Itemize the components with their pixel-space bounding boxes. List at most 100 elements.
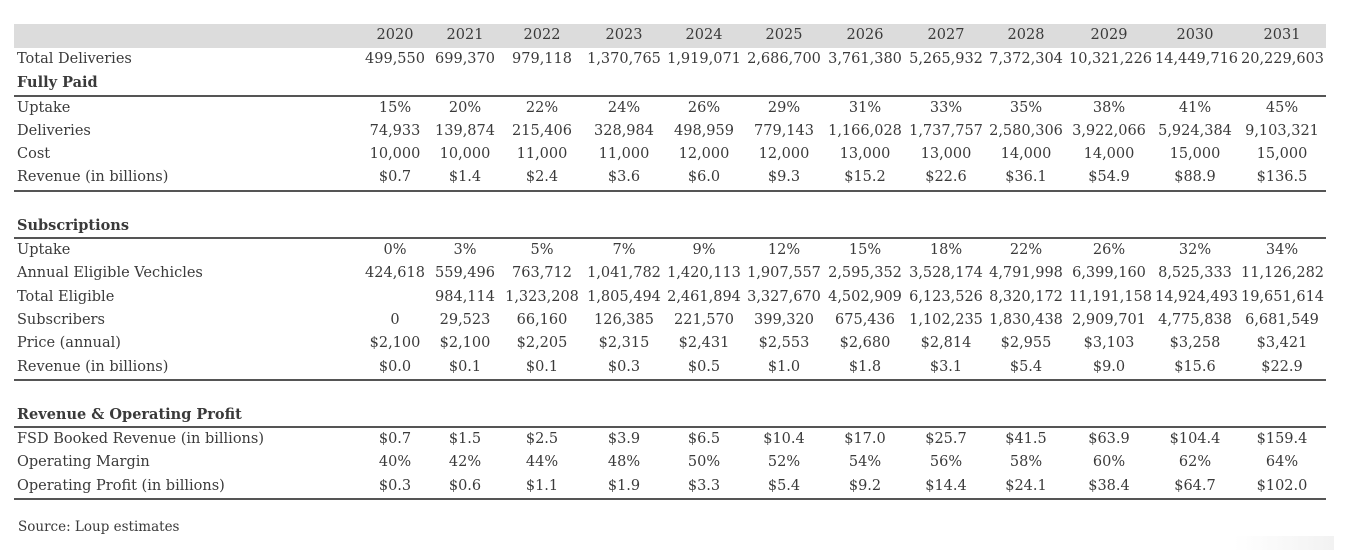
table-cell: 12,000	[678, 146, 730, 163]
table-cell: 32%	[1178, 242, 1212, 259]
table-cell: $2,100	[369, 335, 421, 352]
table-cell: $104.4	[1169, 431, 1221, 448]
row-label: Cost	[17, 146, 51, 163]
table-cell: $2.4	[500, 166, 584, 192]
table-cell: 2,595,352	[828, 265, 902, 282]
table-cell: $1.4	[430, 166, 500, 192]
table-cell	[500, 402, 584, 429]
table-row: Price (annual) $2,100 $2,100 $2,205 $2,315 $2…	[14, 332, 1326, 355]
table-cell	[430, 213, 500, 240]
table-cell: $6.0	[664, 166, 744, 192]
table-cell: 6,399,160	[1072, 265, 1146, 282]
table-cell: $2.5	[525, 431, 559, 448]
table-cell: $2,100	[439, 335, 491, 352]
table-cell	[664, 213, 744, 240]
table-cell: 9%	[692, 242, 716, 259]
table-cell: $24.1	[986, 474, 1066, 501]
table-cell: 0%	[383, 242, 407, 259]
row-label: Revenue (in billions)	[14, 355, 360, 381]
table-cell: $2,205	[516, 335, 568, 352]
table-cell: 62%	[1178, 454, 1212, 471]
table-cell	[500, 213, 584, 240]
section-spacer	[14, 380, 1326, 403]
table-cell: 10,321,226	[1069, 51, 1153, 67]
year-header: 2030	[1152, 24, 1238, 48]
table-cell: 35%	[1009, 99, 1043, 116]
row-label: Uptake	[17, 242, 71, 259]
section-spacer	[14, 191, 1326, 214]
table-cell: $10.4	[763, 431, 805, 448]
section-title: Fully Paid	[14, 71, 360, 97]
table-cell: $22.9	[1238, 355, 1326, 381]
section-title-row: Subscriptions	[14, 213, 1326, 240]
table-cell: $1.8	[824, 355, 906, 381]
table-cell: 4,502,909	[828, 288, 902, 305]
table-cell: 58%	[1009, 454, 1043, 471]
header-corner	[14, 24, 360, 48]
row-label: Operating Profit (in billions)	[14, 474, 360, 501]
table-cell: 6,123,526	[909, 288, 983, 305]
table-cell: 14,000	[1000, 146, 1052, 163]
table-cell: $2,955	[1000, 335, 1052, 352]
table-cell: 1,737,757	[909, 122, 983, 139]
table-cell: $9.2	[824, 474, 906, 501]
table-cell: 5%	[530, 242, 554, 259]
year-header: 2022	[500, 24, 584, 48]
year-header: 2029	[1066, 24, 1152, 48]
table-cell	[584, 213, 664, 240]
table-row: Revenue (in billions) $0.0 $0.1 $0.1 $0.3 $0.…	[14, 355, 1326, 381]
table-cell: $3.1	[906, 355, 986, 381]
table-cell: 74,933	[369, 122, 421, 139]
table-cell: 12%	[767, 242, 801, 259]
table-cell: 498,959	[674, 122, 734, 139]
table-cell: 2,580,306	[989, 122, 1063, 139]
table-cell	[824, 213, 906, 240]
table-cell: 26%	[687, 99, 721, 116]
table-cell: $0.0	[360, 355, 430, 381]
table-cell: $2,431	[678, 335, 730, 352]
table-cell	[824, 71, 906, 97]
table-cell	[664, 71, 744, 97]
table-cell: $0.3	[584, 355, 664, 381]
table-cell	[1152, 402, 1238, 429]
table-cell	[360, 213, 430, 240]
table-cell	[906, 71, 986, 97]
table-cell: 8,525,333	[1158, 265, 1232, 282]
table-cell: $2,814	[920, 335, 972, 352]
table-cell: $159.4	[1256, 431, 1308, 448]
table-cell: 22%	[1009, 242, 1043, 259]
year-header: 2026	[824, 24, 906, 48]
year-header: 2025	[744, 24, 824, 48]
table-cell	[664, 402, 744, 429]
table-cell: 399,320	[754, 311, 814, 328]
table-cell: 13,000	[920, 146, 972, 163]
table-cell: $14.4	[906, 474, 986, 501]
table-cell	[986, 213, 1066, 240]
table-cell: 15,000	[1256, 146, 1308, 163]
table-cell: 11,191,158	[1069, 288, 1153, 305]
section-title: Subscriptions	[14, 213, 360, 240]
table-cell: $3,103	[1083, 335, 1135, 352]
table-cell: 215,406	[512, 122, 572, 139]
table-cell	[1066, 213, 1152, 240]
table-cell: 13,000	[839, 146, 891, 163]
table-cell	[744, 213, 824, 240]
table-cell: 19,651,614	[1241, 288, 1325, 305]
table-cell: 66,160	[516, 311, 568, 328]
table-row: Uptake 0% 3% 5% 7% 9% 12% 15% 18% 22% 26% 32% 34%	[14, 238, 1326, 262]
table-cell: 1,830,438	[989, 311, 1063, 328]
table-cell: $0.1	[430, 355, 500, 381]
table-cell: 1,041,782	[587, 265, 661, 282]
table-cell: 14,924,493	[1155, 288, 1239, 305]
table-cell: 1,370,765	[587, 51, 661, 67]
table-cell: 44%	[525, 454, 559, 471]
table-cell: 699,370	[435, 51, 495, 67]
table-cell: 20,229,603	[1241, 51, 1325, 67]
table-cell	[1066, 402, 1152, 429]
table-cell: 3,528,174	[909, 265, 983, 282]
table-cell	[430, 71, 500, 97]
year-header: 2021	[430, 24, 500, 48]
year-header: 2028	[986, 24, 1066, 48]
table-cell: 11,000	[598, 146, 650, 163]
table-cell	[906, 402, 986, 429]
